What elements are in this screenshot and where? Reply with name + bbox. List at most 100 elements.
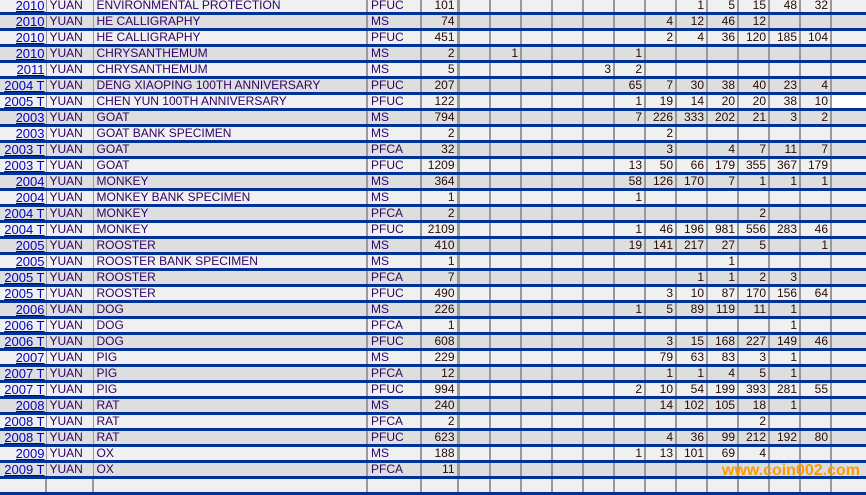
grade-count-cell (645, 253, 677, 271)
year-link[interactable]: 2004 (15, 191, 45, 204)
year-link[interactable]: 2005 (15, 255, 45, 268)
grade-count-cell (676, 253, 708, 271)
grade-count-cell: 227 (738, 333, 770, 351)
year-link[interactable]: 2004 (15, 175, 45, 188)
year-link[interactable]: 2007 T (4, 383, 45, 396)
grade-count-cell (583, 189, 615, 207)
year-link[interactable]: 2007 (15, 351, 45, 364)
grade-count-cell (707, 317, 739, 335)
year-link[interactable]: 2003 (15, 127, 45, 140)
year-link[interactable]: 2004 T (4, 79, 45, 92)
grade-count-cell: 149 (769, 333, 801, 351)
grade-count-cell (552, 29, 584, 47)
year-link[interactable]: 2005 T (4, 287, 45, 300)
year-link[interactable]: 2005 T (4, 95, 45, 108)
year-link[interactable]: 2010 (15, 47, 45, 60)
total-cell: 207 (421, 77, 460, 95)
grade-count-cell: 1 (645, 365, 677, 383)
year-link[interactable]: 2006 T (4, 335, 45, 348)
year-link[interactable]: 2008 T (4, 431, 45, 444)
grade-count-cell: 1 (614, 189, 646, 207)
grade-count-cell (614, 205, 646, 223)
grade-count-cell: 80 (800, 429, 832, 447)
year-link[interactable]: 2010 (15, 31, 45, 44)
grade-count-cell (614, 397, 646, 415)
issue-name-cell: DOG (93, 317, 368, 335)
type-cell: PFUC (367, 0, 422, 15)
year-link[interactable]: 2006 T (4, 319, 45, 332)
grade-count-cell (552, 45, 584, 63)
grade-count-cell (552, 461, 584, 479)
year-link[interactable]: 2008 (15, 399, 45, 412)
grade-count-cell: 202 (707, 109, 739, 127)
empty-cell (831, 445, 866, 463)
year-link[interactable]: 2006 (15, 303, 45, 316)
total-cell: 32 (421, 141, 460, 159)
year-link[interactable]: 2005 (15, 239, 45, 252)
empty-cell (831, 301, 866, 319)
grade-count-cell (458, 93, 491, 111)
currency-cell: YUAN (46, 61, 94, 79)
year-cell: 2010 (0, 45, 47, 63)
year-cell: 2004 T (0, 205, 47, 223)
grade-count-cell (800, 269, 832, 287)
empty-cell (583, 477, 615, 495)
grade-count-cell: 192 (769, 429, 801, 447)
year-link[interactable]: 2005 T (4, 271, 45, 284)
grade-count-cell: 15 (676, 333, 708, 351)
grade-count-cell (645, 269, 677, 287)
year-link[interactable]: 2007 T (4, 367, 45, 380)
grade-count-cell (583, 237, 615, 255)
grade-count-cell: 367 (769, 157, 801, 175)
year-link[interactable]: 2009 (15, 447, 45, 460)
year-link[interactable]: 2010 (15, 15, 45, 28)
grade-count-cell: 1 (707, 253, 739, 271)
grade-count-cell (552, 77, 584, 95)
grade-count-cell: 12 (676, 13, 708, 31)
table-row: 2010 YUAN CHRYSANTHEMUM MS 2 1 1 (0, 45, 866, 63)
year-cell: 2007 T (0, 365, 47, 383)
grade-count-cell (458, 445, 491, 463)
year-link[interactable]: 2003 T (4, 143, 45, 156)
year-link[interactable]: 2003 (15, 111, 45, 124)
year-link[interactable]: 2004 T (4, 223, 45, 236)
grade-count-cell (521, 157, 553, 175)
type-cell: PFUC (367, 77, 422, 95)
grade-count-cell: 10 (800, 93, 832, 111)
grade-count-cell (458, 285, 491, 303)
grade-count-cell (490, 317, 522, 335)
grade-count-cell: 48 (769, 0, 801, 15)
grade-count-cell (676, 189, 708, 207)
year-link[interactable]: 2011 (16, 63, 45, 76)
empty-cell (93, 477, 368, 495)
grade-count-cell (583, 349, 615, 367)
year-link[interactable]: 2004 T (4, 207, 45, 220)
year-cell: 2004 T (0, 77, 47, 95)
grade-count-cell (552, 93, 584, 111)
empty-cell (800, 477, 832, 495)
grade-count-cell: 168 (707, 333, 739, 351)
grade-count-cell: 36 (707, 29, 739, 47)
grade-count-cell: 30 (676, 77, 708, 95)
grade-count-cell (458, 413, 491, 431)
year-link[interactable]: 2009 T (4, 463, 45, 476)
grade-count-cell (521, 173, 553, 191)
type-cell: PFCA (367, 365, 422, 383)
grade-count-cell (521, 317, 553, 335)
total-cell: 74 (421, 13, 460, 31)
year-link[interactable]: 2008 T (4, 415, 45, 428)
total-cell: 490 (421, 285, 460, 303)
issue-name-cell: ENVIRONMENTAL PROTECTION (93, 0, 368, 15)
type-cell: PFCA (367, 141, 422, 159)
grade-count-cell (738, 61, 770, 79)
year-link[interactable]: 2010 (15, 0, 45, 12)
year-cell: 2004 (0, 189, 47, 207)
grade-count-cell: 36 (676, 429, 708, 447)
year-link[interactable]: 2003 T (4, 159, 45, 172)
grade-count-cell (769, 125, 801, 143)
year-cell: 2005 (0, 253, 47, 271)
empty-cell (769, 477, 801, 495)
grade-count-cell (552, 349, 584, 367)
issue-name-cell: OX (93, 461, 368, 479)
empty-cell (0, 477, 47, 495)
